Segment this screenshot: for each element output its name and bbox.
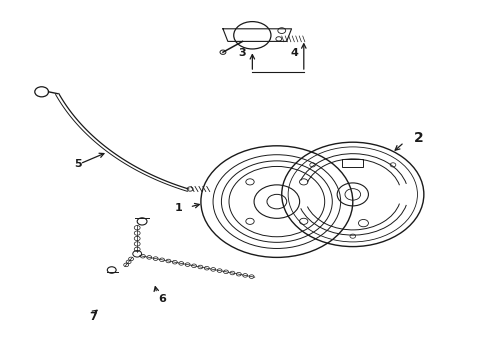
Text: 1: 1 (175, 203, 183, 213)
Text: 6: 6 (158, 294, 166, 305)
Text: 3: 3 (239, 48, 246, 58)
Text: 4: 4 (290, 48, 298, 58)
Bar (342, 159, 364, 167)
Text: 7: 7 (89, 312, 97, 323)
Text: 2: 2 (414, 131, 424, 145)
Text: 5: 5 (74, 159, 82, 170)
